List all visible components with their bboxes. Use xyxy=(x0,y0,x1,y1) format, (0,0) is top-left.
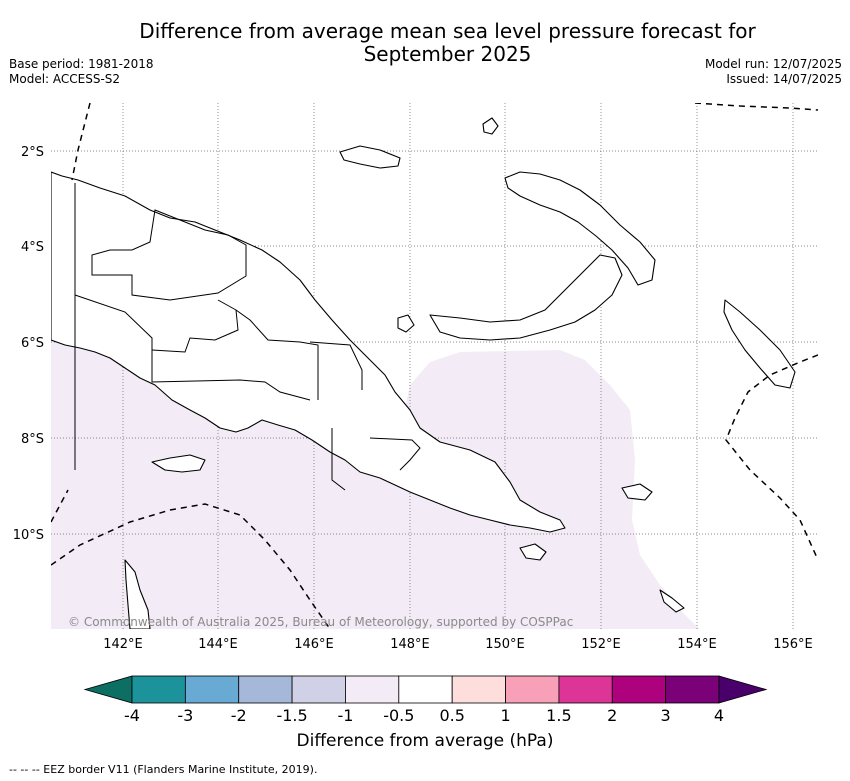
province-border-2 xyxy=(74,294,311,401)
lat-tick-8s: 8°S xyxy=(21,432,44,447)
louisiade-island xyxy=(659,589,685,613)
colorbar-swatch xyxy=(184,675,240,704)
colorbar-swatch xyxy=(345,675,400,704)
lon-tick-142e: 142°E xyxy=(103,637,143,652)
lon-tick-labels: 142°E 144°E 146°E 148°E 150°E 152°E 154°… xyxy=(103,637,813,652)
lat-tick-4s: 4°S xyxy=(21,240,44,255)
base-period-label: Base period: 1981-2018 xyxy=(9,57,154,71)
meta-right: Model run: 12/07/2025 Issued: 14/07/2025 xyxy=(705,57,842,87)
model-run-label: Model run: 12/07/2025 xyxy=(704,57,842,71)
province-border-4 xyxy=(235,309,319,400)
province-border-5 xyxy=(309,341,363,390)
map-panel: © Commonwealth of Australia 2025, Bureau… xyxy=(51,103,818,629)
colorbar-tick-label: -1 xyxy=(337,706,354,725)
map-title: Difference from average mean sea level p… xyxy=(110,20,785,66)
colorbar-tick-label: 0.5 xyxy=(439,706,465,725)
colorbar-tick-label: 1.5 xyxy=(546,706,572,725)
colorbar-swatch xyxy=(451,675,506,704)
colorbar-extend-high xyxy=(718,675,768,704)
title-line-1: Difference from average mean sea level p… xyxy=(139,19,756,43)
colorbar-tick-label: -3 xyxy=(177,706,194,725)
colorbar-swatch xyxy=(665,675,720,704)
model-label: Model: ACCESS-S2 xyxy=(9,72,121,86)
fergusson-island xyxy=(519,543,547,561)
title-line-2: September 2025 xyxy=(363,42,532,66)
colorbar-title: Difference from average (hPa) xyxy=(296,731,554,751)
manus-island xyxy=(482,117,499,135)
province-borders xyxy=(74,183,421,491)
colorbar-tick-label: -4 xyxy=(124,706,140,725)
province-border-1 xyxy=(91,209,247,301)
graticule xyxy=(51,103,818,629)
colorbar-swatch xyxy=(291,675,346,704)
lon-tick-154e: 154°E xyxy=(677,637,717,652)
colorbar-swatch xyxy=(505,675,560,704)
colorbar xyxy=(83,675,768,704)
lat-tick-labels: 2°S 4°S 6°S 8°S 10°S xyxy=(13,145,44,543)
colorbar-swatch xyxy=(131,675,186,704)
lon-tick-148e: 148°E xyxy=(390,637,430,652)
lon-tick-156e: 156°E xyxy=(773,637,813,652)
colorbar-swatch xyxy=(238,675,293,704)
bougainville-island xyxy=(723,299,796,389)
eez-border-west xyxy=(71,103,91,181)
colorbar-swatch xyxy=(398,675,453,704)
eez-borders xyxy=(51,103,818,629)
goodenough-island xyxy=(397,314,415,333)
lat-tick-6s: 6°S xyxy=(21,336,44,351)
colorbar-tick-label: 3 xyxy=(660,706,671,725)
province-border-7 xyxy=(369,437,421,471)
north-coast-segment xyxy=(429,254,623,341)
copyright-text: © Commonwealth of Australia 2025, Bureau… xyxy=(68,615,573,629)
colorbar-extend-low xyxy=(83,675,133,704)
colorbar-tick-label: -2 xyxy=(230,706,247,725)
colorbar-swatch xyxy=(611,675,667,704)
eez-legend-note: -- -- -- EEZ border V11 (Flanders Marine… xyxy=(9,763,318,776)
lon-tick-144e: 144°E xyxy=(198,637,238,652)
colorbar-tick-label: 4 xyxy=(713,706,725,725)
eez-border-northeast xyxy=(694,103,818,111)
lon-tick-150e: 150°E xyxy=(485,637,525,652)
colorbar-swatch xyxy=(558,675,613,704)
lon-tick-152e: 152°E xyxy=(581,637,621,652)
province-border-6 xyxy=(331,428,346,491)
cape-york xyxy=(124,559,151,629)
new-britain-island xyxy=(504,171,656,286)
coastlines xyxy=(51,117,796,629)
lat-tick-10s: 10°S xyxy=(13,528,44,543)
colorbar-tick-label: -0.5 xyxy=(383,706,415,725)
new-ireland-island xyxy=(339,145,401,169)
meta-left: Base period: 1981-2018 Model: ACCESS-S2 xyxy=(9,57,154,87)
eez-border-east xyxy=(725,354,818,561)
colorbar-tick-label: -1.5 xyxy=(276,706,308,725)
colorbar-tick-label: 1 xyxy=(500,706,511,725)
colorbar-tick-label: 2 xyxy=(607,706,618,725)
woodlark-island xyxy=(621,483,653,501)
lat-tick-2s: 2°S xyxy=(21,145,44,160)
issued-label: Issued: 14/07/2025 xyxy=(726,72,842,86)
torres-strait-islands xyxy=(151,454,206,473)
lon-tick-146e: 146°E xyxy=(294,637,334,652)
new-guinea-island xyxy=(51,171,566,533)
